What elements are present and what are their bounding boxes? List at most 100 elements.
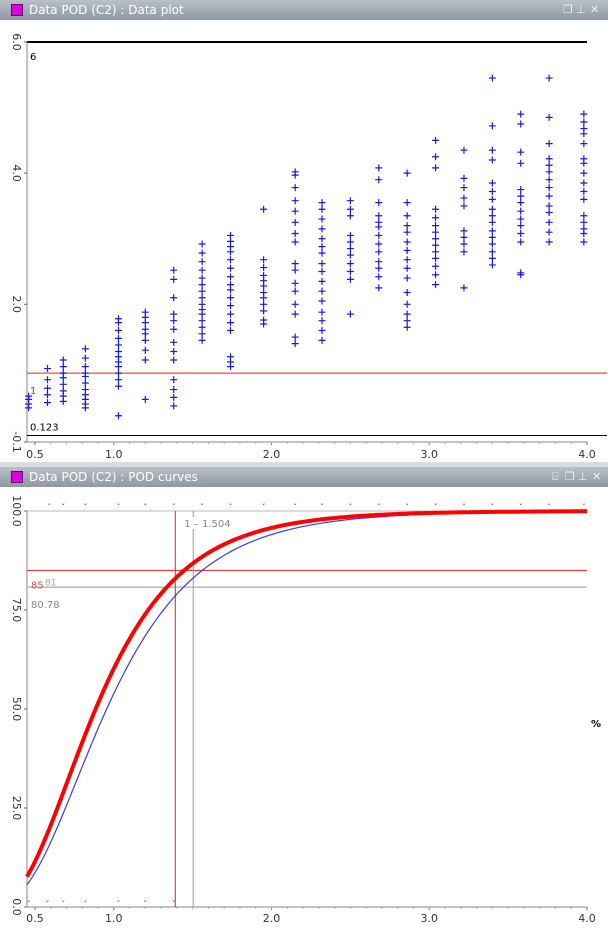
data-point — [260, 288, 268, 296]
data-point — [517, 207, 525, 215]
data-point — [291, 300, 299, 308]
pod-curves-titlebar[interactable]: Data POD (C2) : POD curves ⌸ ❐ ⊥ ✕ — [0, 467, 608, 487]
data-point — [318, 243, 326, 251]
restore-icon[interactable]: ❐ — [565, 470, 575, 483]
data-point — [291, 207, 299, 215]
x-tick-label: 0.5 — [26, 448, 44, 461]
data-point — [44, 391, 52, 399]
data-plot-title: Data POD (C2) : Data plot — [29, 3, 184, 17]
data-point — [488, 227, 496, 235]
close-icon[interactable]: ✕ — [592, 470, 602, 483]
pin-icon[interactable]: ⊥ — [576, 3, 586, 16]
data-point — [545, 161, 553, 169]
data-marker-top: ˇ — [434, 502, 438, 512]
data-point — [59, 369, 67, 377]
data-point — [432, 235, 440, 243]
data-point — [375, 258, 383, 266]
data-point — [488, 233, 496, 241]
data-point — [291, 287, 299, 295]
close-icon[interactable]: ✕ — [590, 3, 600, 16]
data-plot-chart[interactable]: -0.1 2.0 4.0 6.0 0.5 1.0 2.0 3.0 4.0 6 1 0.123 — [0, 20, 608, 462]
data-point — [545, 140, 553, 148]
data-point — [545, 238, 553, 246]
data-point — [59, 387, 67, 395]
data-point — [432, 214, 440, 222]
data-point — [488, 205, 496, 213]
data-point — [170, 402, 178, 410]
data-point — [44, 365, 52, 373]
x-tick-label: 2.0 — [263, 912, 281, 925]
database-icon[interactable]: ⌸ — [552, 470, 559, 483]
data-point — [403, 264, 411, 272]
data-point — [488, 195, 496, 203]
data-marker-top: ˇ — [348, 502, 352, 512]
data-point — [226, 281, 234, 289]
data-point — [318, 199, 326, 207]
data-point — [460, 194, 468, 202]
data-point — [517, 148, 525, 156]
data-point — [517, 229, 525, 237]
data-point — [141, 325, 149, 333]
target-pod-label: 85 — [31, 580, 44, 591]
data-point — [291, 333, 299, 341]
at-target-label: 81 — [45, 578, 56, 588]
data-point — [580, 118, 588, 126]
data-point — [170, 266, 178, 274]
x-tick-label: 2.0 — [263, 448, 281, 461]
data-point — [346, 231, 354, 239]
y-tick-label: 2.0 — [10, 296, 23, 314]
data-point — [346, 197, 354, 205]
data-point — [403, 317, 411, 325]
data-marker-top: ˇ — [490, 502, 494, 512]
data-point — [403, 247, 411, 255]
data-point — [260, 316, 268, 324]
data-point — [580, 110, 588, 118]
data-point — [580, 155, 588, 163]
data-point — [318, 317, 326, 325]
data-point — [403, 274, 411, 282]
y-tick-label: 50.0 — [10, 697, 23, 722]
y-tick-label: -0.1 — [10, 431, 23, 452]
data-point — [375, 176, 383, 184]
data-point — [488, 179, 496, 187]
data-point — [198, 317, 206, 325]
data-point — [403, 228, 411, 236]
y-tick-label: 6.0 — [10, 33, 23, 51]
y-tick-label: 25.0 — [10, 796, 23, 821]
data-point — [517, 159, 525, 167]
data-point — [346, 260, 354, 268]
data-point — [170, 386, 178, 394]
data-marker-bottom: ˇ — [116, 899, 120, 909]
data-point — [291, 184, 299, 192]
data-point — [346, 268, 354, 276]
data-point — [517, 120, 525, 128]
data-point — [291, 197, 299, 205]
data-marker-bottom: ˇ — [27, 899, 31, 909]
data-marker-top: ˇ — [172, 502, 176, 512]
data-point — [517, 192, 525, 200]
data-point — [318, 215, 326, 223]
data-plot-titlebar[interactable]: Data POD (C2) : Data plot ❐ ⊥ ✕ — [0, 0, 608, 20]
x-tick-label: 1.0 — [105, 448, 123, 461]
data-point — [198, 300, 206, 308]
data-point — [545, 208, 553, 216]
min-label: 0.123 — [30, 422, 59, 433]
data-point — [432, 136, 440, 144]
data-point — [198, 287, 206, 295]
data-point — [318, 297, 326, 305]
data-point — [432, 222, 440, 230]
data-point — [488, 261, 496, 269]
data-point — [346, 245, 354, 253]
data-point — [226, 231, 234, 239]
pin-icon[interactable]: ⊥ — [578, 470, 588, 483]
pod-curves-chart[interactable]: 0.0 25.0 50.0 75.0 100.0 0.5 1.0 2.0 3.0 4.0 ˇ ˇ ˇ ˇ ˇ… — [0, 487, 608, 926]
data-point — [488, 240, 496, 248]
panel-splitter[interactable] — [0, 462, 608, 467]
data-point — [375, 212, 383, 220]
restore-icon[interactable]: ❐ — [563, 3, 573, 16]
data-point — [403, 256, 411, 264]
data-point — [460, 146, 468, 154]
data-point — [291, 310, 299, 318]
data-point — [375, 231, 383, 239]
data-point — [432, 254, 440, 262]
